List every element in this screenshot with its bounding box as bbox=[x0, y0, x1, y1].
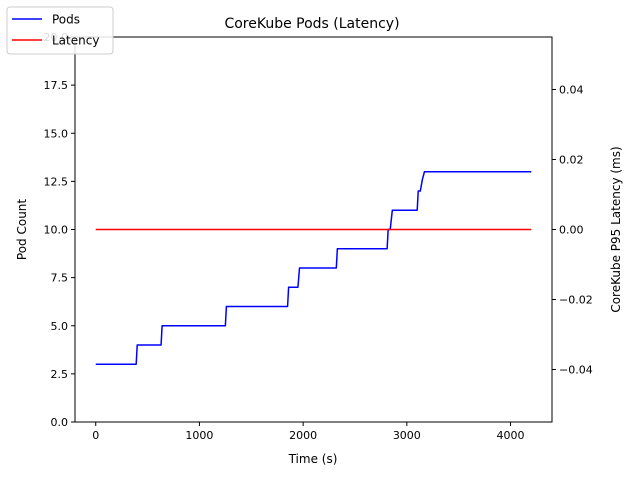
series-line-pods bbox=[95, 171, 532, 365]
y2-tick-label: 0.04 bbox=[559, 84, 584, 97]
y2-tick-label: 0.02 bbox=[559, 154, 584, 167]
y-tick-label: 2.5 bbox=[51, 368, 69, 381]
y-tick-label: 0.0 bbox=[51, 416, 69, 429]
y2-axis-label: CoreKube P95 Latency (ms) bbox=[609, 146, 623, 312]
x-tick-label: 4000 bbox=[497, 429, 525, 442]
x-tick-label: 2000 bbox=[289, 429, 317, 442]
legend: Pods Latency bbox=[6, 6, 114, 55]
x-axis: 0 1000 2000 3000 4000 bbox=[92, 422, 525, 442]
y-axis-label: Pod Count bbox=[15, 199, 29, 261]
x-tick-label: 3000 bbox=[393, 429, 421, 442]
y-tick-label: 5.0 bbox=[51, 320, 69, 333]
y2-axis: −0.04 −0.02 0.00 0.02 0.04 bbox=[552, 84, 593, 377]
y-tick-label: 17.5 bbox=[44, 79, 69, 92]
x-tick-label: 0 bbox=[92, 429, 99, 442]
y-tick-label: 12.5 bbox=[44, 175, 69, 188]
chart-title: CoreKube Pods (Latency) bbox=[224, 16, 399, 32]
x-tick-label: 1000 bbox=[185, 429, 213, 442]
legend-label-latency: Latency bbox=[52, 34, 99, 48]
y2-tick-label: −0.02 bbox=[559, 294, 593, 307]
y-tick-label: 7.5 bbox=[51, 272, 69, 285]
x-axis-label: Time (s) bbox=[288, 452, 338, 466]
y-tick-label: 10.0 bbox=[44, 224, 69, 237]
legend-label-pods: Pods bbox=[52, 13, 80, 27]
plot-lines bbox=[95, 171, 532, 365]
y2-tick-label: −0.04 bbox=[559, 364, 593, 377]
y-tick-label: 15.0 bbox=[44, 127, 69, 140]
y2-tick-label: 0.00 bbox=[559, 224, 584, 237]
